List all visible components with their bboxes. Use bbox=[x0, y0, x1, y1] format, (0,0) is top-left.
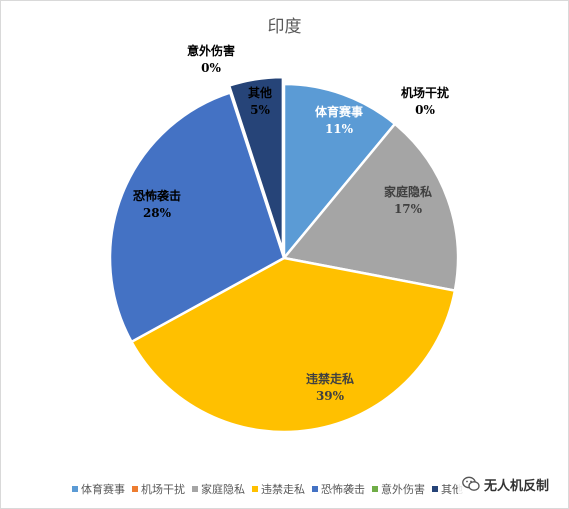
legend-label: 违禁走私 bbox=[261, 483, 305, 496]
watermark: 无人机反制 bbox=[458, 474, 554, 494]
legend-swatch bbox=[432, 486, 438, 492]
wechat-icon bbox=[462, 476, 480, 491]
legend-item: 家庭隐私 bbox=[192, 481, 245, 497]
legend-item: 体育赛事 bbox=[72, 481, 125, 497]
slice-label: 恐怖袭击 28% bbox=[133, 188, 181, 220]
legend-item: 违禁走私 bbox=[252, 481, 305, 497]
chart-title: 印度 bbox=[267, 17, 302, 37]
slice-label: 违禁走私 39% bbox=[306, 371, 354, 403]
pie-slice bbox=[282, 82, 397, 262]
slice-label: 机场干扰 0% bbox=[401, 85, 449, 117]
slice-label: 体育赛事 11% bbox=[315, 104, 363, 136]
slice-label: 其他 5% bbox=[248, 85, 272, 117]
watermark-text: 无人机反制 bbox=[484, 478, 550, 494]
pie-slice bbox=[129, 256, 457, 434]
legend-label: 其他 bbox=[441, 483, 463, 496]
legend-swatch bbox=[252, 486, 258, 492]
slice-label: 家庭隐私 17% bbox=[384, 184, 432, 216]
legend-swatch bbox=[132, 486, 138, 492]
pie-slice bbox=[108, 90, 286, 344]
legend-item: 机场干扰 bbox=[132, 481, 185, 497]
legend-label: 机场干扰 bbox=[141, 483, 185, 496]
legend-swatch bbox=[192, 486, 198, 492]
legend-item: 意外伤害 bbox=[372, 481, 425, 497]
legend-swatch bbox=[312, 486, 318, 492]
legend-label: 意外伤害 bbox=[381, 483, 425, 496]
legend-label: 恐怖袭击 bbox=[321, 483, 365, 496]
pie-slice bbox=[281, 122, 460, 293]
legend-item: 恐怖袭击 bbox=[312, 481, 365, 497]
legend-label: 家庭隐私 bbox=[201, 483, 245, 496]
legend-item: 其他 bbox=[432, 481, 463, 497]
legend-label: 体育赛事 bbox=[81, 483, 125, 496]
legend: 体育赛事 机场干扰 家庭隐私 违禁走私 恐怖袭击 意外伤害 其他 bbox=[72, 481, 463, 497]
pie-slice bbox=[227, 75, 285, 252]
slice-label: 意外伤害 0% bbox=[187, 43, 235, 75]
legend-swatch bbox=[372, 486, 378, 492]
legend-swatch bbox=[72, 486, 78, 492]
